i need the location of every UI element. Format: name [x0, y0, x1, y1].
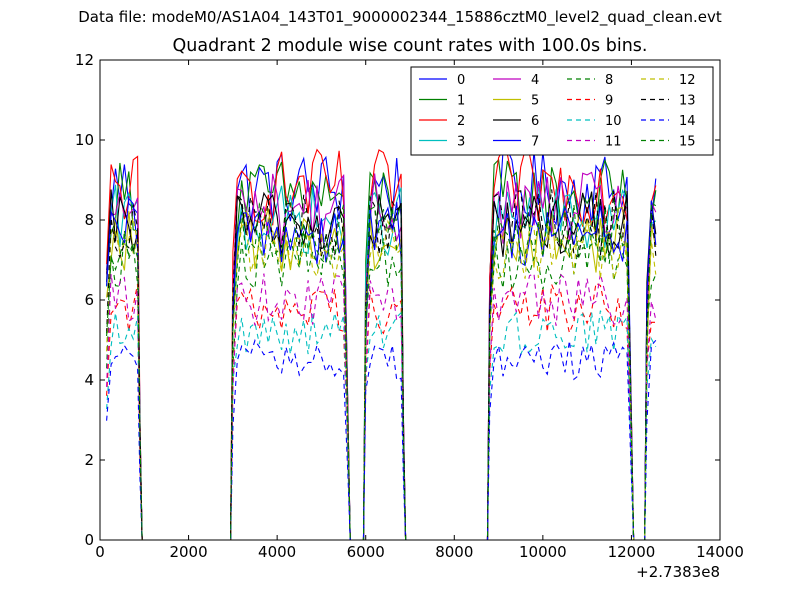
series-line-10 [106, 310, 657, 541]
series-line-9 [106, 282, 656, 541]
series-line-13 [106, 189, 657, 541]
y-tick-label: 8 [84, 211, 94, 229]
series-layer [106, 148, 657, 541]
figure-suptitle: Data file: modeM0/AS1A04_143T01_90000023… [78, 8, 722, 26]
legend-label-10: 10 [605, 114, 622, 129]
legend-label-2: 2 [457, 114, 465, 129]
legend-label-7: 7 [531, 135, 539, 150]
series-line-11 [106, 273, 657, 541]
y-tick-label: 10 [75, 131, 94, 149]
legend-label-14: 14 [679, 114, 696, 129]
series-line-3 [106, 184, 657, 541]
series-line-6 [106, 189, 657, 541]
series-line-1 [106, 158, 657, 541]
x-tick-label: 8000 [435, 543, 473, 561]
x-tick-label: 12000 [608, 543, 656, 561]
x-tick-label: 10000 [519, 543, 567, 561]
y-tick-label: 6 [84, 291, 94, 309]
series-line-4 [106, 171, 657, 541]
y-tick-label: 0 [84, 531, 94, 549]
series-line-8 [106, 230, 657, 541]
legend-label-11: 11 [605, 135, 622, 150]
legend-label-6: 6 [531, 114, 539, 129]
legend-label-4: 4 [531, 73, 539, 88]
ticks-layer: 0 2000 4000 6000 8000 10000 12000 1400002468101… [75, 51, 744, 561]
legend-label-8: 8 [605, 73, 613, 88]
legend-label-0: 0 [457, 73, 465, 88]
legend-label-9: 9 [605, 94, 613, 109]
legend-label-1: 1 [457, 94, 465, 109]
x-offset-label: +2.7383e8 [636, 563, 720, 581]
series-line-14 [106, 339, 657, 541]
series-line-5 [106, 206, 657, 541]
series-line-0 [106, 149, 657, 541]
series-line-7 [106, 197, 657, 541]
x-tick-label: 4000 [258, 543, 296, 561]
x-tick-label: 0 [95, 543, 105, 561]
x-tick-label: 6000 [347, 543, 385, 561]
legend-label-13: 13 [679, 94, 696, 109]
y-tick-label: 4 [84, 371, 94, 389]
chart-title: Quadrant 2 module wise count rates with … [172, 36, 648, 56]
x-tick-label: 14000 [696, 543, 744, 561]
legend-label-3: 3 [457, 135, 465, 150]
legend-label-12: 12 [679, 73, 696, 88]
x-tick-label: 2000 [169, 543, 207, 561]
y-tick-label: 12 [75, 51, 94, 69]
y-tick-label: 2 [84, 451, 94, 469]
legend-label-5: 5 [531, 94, 539, 109]
legend-label-15: 15 [679, 135, 696, 150]
